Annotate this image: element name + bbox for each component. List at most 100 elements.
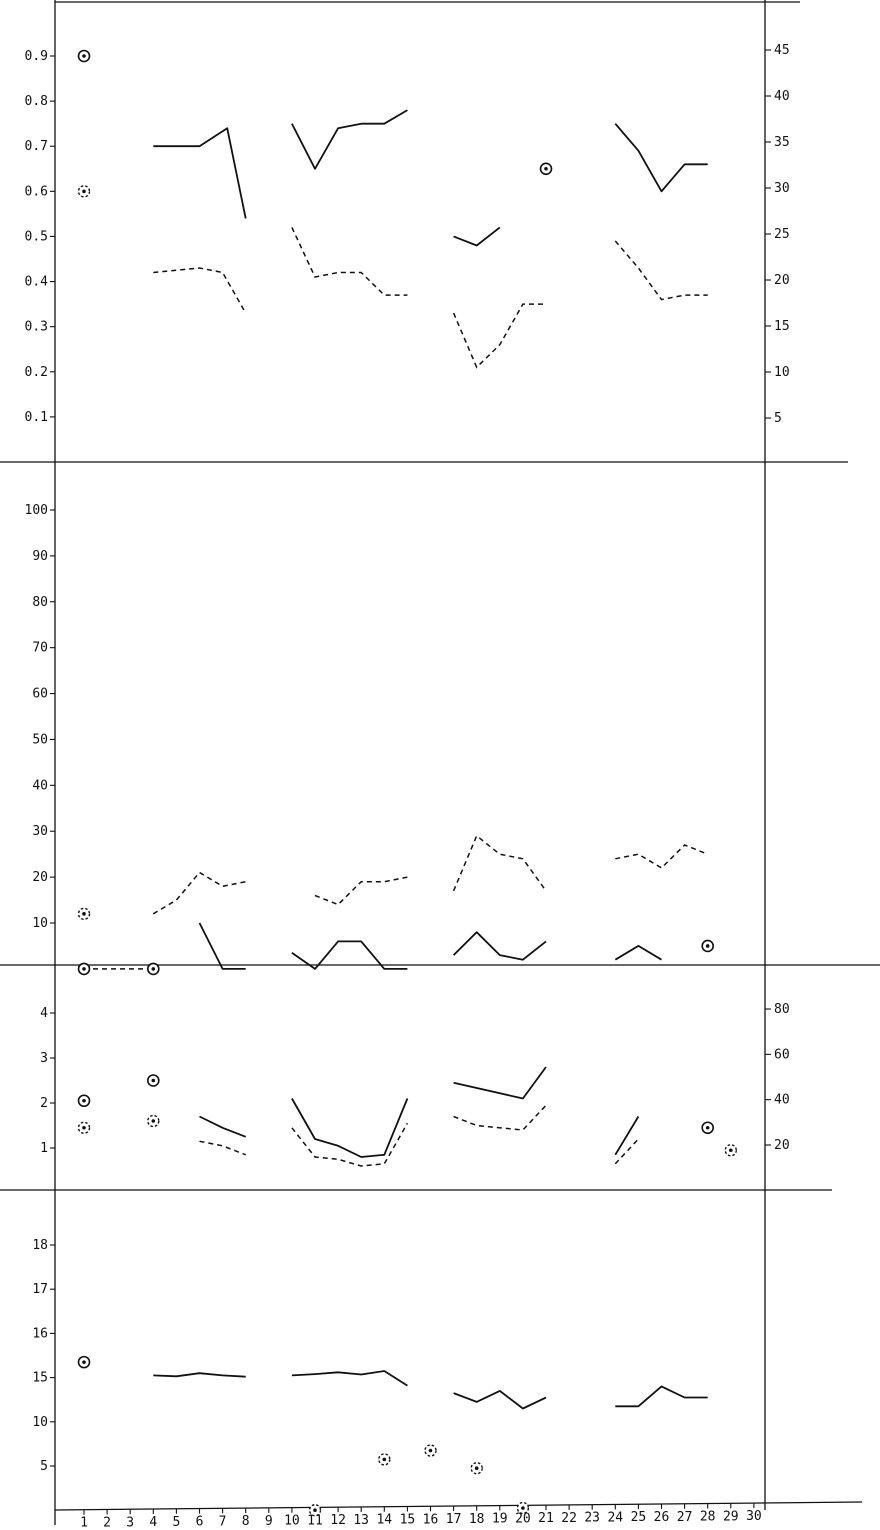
panel-3-marker-point <box>147 1074 160 1087</box>
panel-4-left-tick-label: 15 <box>32 1371 48 1386</box>
panel-4-series-1-segment-3-line <box>453 1390 547 1410</box>
panel-3-right-tick-label: 40 <box>774 1093 790 1108</box>
panel-4-marker-center <box>474 1466 479 1471</box>
panel-2-left-tick-label: 100 <box>25 503 48 518</box>
panel-4-x-tick-label: 16 <box>423 1512 439 1527</box>
panel-3-series-1-segment-2-line <box>291 1098 409 1158</box>
panel-2-series-1-segment-2-line <box>291 940 408 970</box>
labels-layer: 0.10.20.30.40.50.60.70.80.95101520253035… <box>25 43 790 1530</box>
panel-4-x-tick-label: 22 <box>561 1511 577 1526</box>
panel-3-marker-point <box>77 1121 91 1134</box>
panel-2-marker-center <box>705 944 710 948</box>
panel-3-right-tick-label: 80 <box>774 1002 790 1017</box>
panel-1-left-tick-label: 0.4 <box>25 275 49 290</box>
panel-3-marker-center <box>705 1125 710 1130</box>
panel-1-series-2-segment-3-line <box>452 303 546 369</box>
panel-4-marker-point <box>516 1501 530 1515</box>
panel-4-series-1-segment-4-line <box>615 1385 708 1408</box>
panel-2-left-tick-label: 90 <box>32 549 48 564</box>
panel-3-left-tick-label: 4 <box>40 1006 48 1021</box>
panel-4-x-tick-label: 3 <box>126 1515 134 1530</box>
panel-4-x-tick-label: 28 <box>700 1510 716 1525</box>
panel-4-x-tick-label: 6 <box>196 1515 204 1530</box>
panel-3-series-2-segment-3-line <box>453 1104 547 1131</box>
panel-1-left-tick-label: 0.9 <box>25 49 48 64</box>
panel-4-marker-center <box>82 1360 86 1364</box>
panel-2-left-tick-label: 10 <box>32 916 48 931</box>
panel-3-marker-point <box>724 1144 737 1157</box>
panel-4-x-tick-label: 26 <box>654 1510 670 1525</box>
panel-4-marker-point <box>424 1444 437 1457</box>
panel-4-x-tick-label: 1 <box>80 1516 88 1530</box>
panel-1-right-tick-label: 10 <box>774 365 790 380</box>
panel-2-marker-point <box>147 962 160 976</box>
panel-4-x-tick-label: 14 <box>376 1513 392 1528</box>
panel-1-marker-center <box>82 189 86 194</box>
panel-1-left-tick-label: 0.2 <box>25 365 48 380</box>
panel-1-right-tick-label: 5 <box>774 411 782 426</box>
panel-2-series-2-segment-2-line <box>314 876 408 906</box>
panel-2-marker-center <box>82 967 86 971</box>
panel-2-left-tick-label: 60 <box>32 687 48 702</box>
panel-2-left-tick-label: 20 <box>32 870 48 885</box>
panel-1-right-tick-label: 35 <box>774 135 790 150</box>
panel-4-left-tick-label: 17 <box>32 1282 48 1297</box>
panel-4-left-tick-label: 10 <box>32 1415 48 1430</box>
panel-3-marker-center <box>151 1119 156 1123</box>
panel-4-marker-point <box>378 1453 391 1466</box>
panel-1-marker-center <box>544 166 548 171</box>
panel-4-x-tick-label: 18 <box>469 1512 485 1527</box>
series-layer <box>84 109 708 1410</box>
panel-4-x-tick-label: 21 <box>538 1511 554 1526</box>
panel-3-series-2-segment-1-line <box>199 1140 246 1156</box>
panel-4-left-tick-label: 18 <box>32 1238 48 1253</box>
points-layer <box>77 49 737 1517</box>
panel-4-marker-center <box>521 1506 525 1510</box>
panel-3-marker-center <box>151 1078 156 1083</box>
panel-1-marker-point <box>77 49 91 63</box>
panel-2-marker-point <box>77 907 91 921</box>
panel-3-marker-center <box>82 1098 86 1103</box>
panel-2-series-1-segment-4-line <box>614 945 662 961</box>
panel-1-series-1-segment-1-line <box>153 127 247 219</box>
panel-4-x-tick-label: 9 <box>265 1514 273 1529</box>
panel-2-series-2-segment-1-line <box>152 871 246 915</box>
panel-4-x-tick-label: 7 <box>219 1514 227 1529</box>
panel-1-right-tick-label: 30 <box>774 181 790 196</box>
panel-1-marker-point <box>539 162 553 176</box>
panel-4-x-tick-label: 23 <box>584 1511 600 1526</box>
panel-1-series-2-segment-4-line <box>614 240 708 301</box>
panel-1-left-tick-label: 0.8 <box>25 94 48 109</box>
panel-4-x-tick-label: 27 <box>677 1510 693 1525</box>
panel-3-series-2-segment-2-line <box>291 1122 409 1167</box>
panel-4-x-tick-label: 5 <box>172 1515 180 1530</box>
panel-4-x-tick-label: 15 <box>400 1513 416 1528</box>
panel-2-series-1-segment-3-line <box>452 931 547 961</box>
panel-4-x-tick-label: 13 <box>353 1513 369 1528</box>
panel-1-right-tick-label: 20 <box>774 273 790 288</box>
panel-4-marker-center <box>382 1457 387 1462</box>
panel-3-series-2-segment-4-line <box>614 1138 639 1165</box>
panel-3-left-tick-label: 2 <box>40 1096 48 1111</box>
panel-1-left-tick-label: 0.5 <box>25 229 48 244</box>
panel-4-x-tick-label: 12 <box>330 1513 346 1528</box>
panel-4-x-axis-line <box>54 1501 863 1511</box>
panel-4-x-tick-label: 24 <box>607 1510 623 1525</box>
panel-4-x-tick-label: 30 <box>746 1509 762 1524</box>
panel-4-marker-center <box>428 1448 433 1453</box>
panel-2-marker-center <box>82 912 86 916</box>
panel-4-x-tick-label: 19 <box>492 1512 508 1527</box>
panel-4-left-tick-label: 5 <box>40 1459 48 1474</box>
panel-3-left-tick-label: 1 <box>40 1141 48 1156</box>
panel-1-right-tick-label: 25 <box>774 227 790 242</box>
panel-3-marker-center <box>82 1125 86 1130</box>
panel-3-series-1-segment-4-line <box>614 1116 640 1156</box>
panel-3-series-1-segment-1-line <box>199 1115 247 1138</box>
panel-4-x-tick-label: 10 <box>284 1514 300 1529</box>
panel-4-marker-point <box>470 1462 483 1475</box>
panel-4-x-tick-label: 25 <box>631 1510 647 1525</box>
panel-4-x-tick-label: 4 <box>149 1515 157 1530</box>
panel-4-x-tick-label: 17 <box>446 1512 462 1527</box>
panel-3-left-tick-label: 3 <box>40 1051 48 1066</box>
panel-1-series-1-segment-3-line <box>453 226 501 247</box>
